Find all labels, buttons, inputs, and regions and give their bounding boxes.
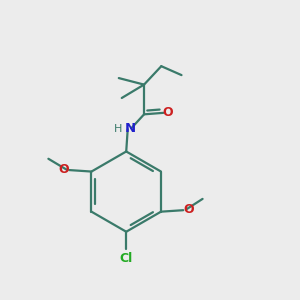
Text: H: H [114,124,122,134]
Text: O: O [183,203,194,216]
Text: Cl: Cl [120,252,133,265]
Text: O: O [59,163,70,176]
Text: O: O [162,106,172,119]
Text: N: N [125,122,136,135]
